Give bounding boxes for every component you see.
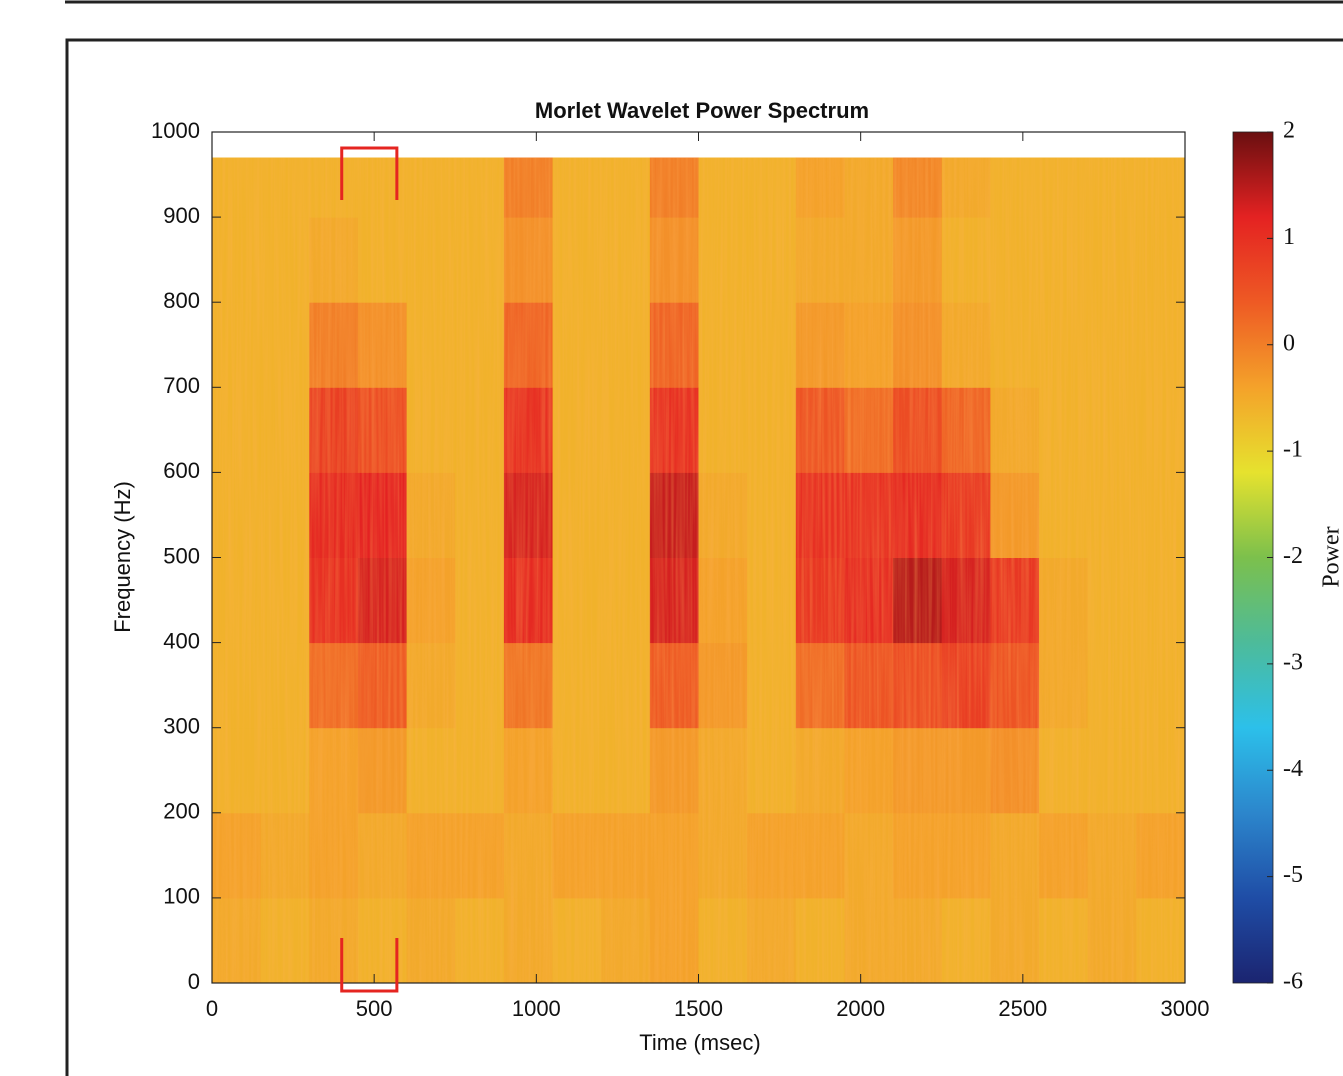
y-tick-label: 500	[163, 543, 200, 568]
chart-title: Morlet Wavelet Power Spectrum	[535, 98, 869, 123]
panel-frame	[65, 38, 1343, 1076]
y-tick-label: 600	[163, 458, 200, 483]
y-tick-label: 400	[163, 628, 200, 653]
y-tick-label: 700	[163, 373, 200, 398]
x-tick-label: 0	[206, 996, 218, 1021]
colorbar-tick-label: -2	[1283, 543, 1303, 569]
colorbar-tick-label: -6	[1283, 969, 1303, 995]
y-tick-label: 1000	[151, 118, 200, 143]
highlight-bracket	[340, 938, 399, 993]
texture	[212, 158, 1185, 983]
x-axis-label: Time (msec)	[639, 1030, 760, 1055]
x-tick-label: 1000	[512, 996, 561, 1021]
y-axis-label: Frequency (Hz)	[110, 481, 135, 633]
colorbar-tick-label: 0	[1283, 330, 1295, 356]
colorbar-tick-label: 1	[1283, 224, 1295, 250]
y-tick-label: 200	[163, 799, 200, 824]
y-tick-label: 900	[163, 203, 200, 228]
colorbar-tick-label: -4	[1283, 756, 1303, 782]
axes: 0 500 1000 1500 2000 2500 3000 0 100 200 300 400 500…	[151, 118, 1303, 1021]
colorbar-tick-label: -3	[1283, 649, 1303, 675]
x-tick-label: 1500	[674, 996, 723, 1021]
x-tick-label: 3000	[1161, 996, 1210, 1021]
x-tick-label: 500	[356, 996, 393, 1021]
y-tick-label: 0	[188, 969, 200, 994]
colorbar-tick-label: -5	[1283, 862, 1303, 888]
y-tick-label: 300	[163, 714, 200, 739]
colorbar	[1232, 131, 1274, 984]
x-tick-label: 2500	[998, 996, 1047, 1021]
colorbar-tick-label: -1	[1283, 437, 1303, 463]
y-tick-label: 800	[163, 288, 200, 313]
highlight-bracket	[340, 146, 399, 200]
x-tick-label: 2000	[836, 996, 885, 1021]
y-tick-label: 100	[163, 884, 200, 909]
colorbar-tick-label: 2	[1283, 118, 1295, 144]
colorbar-label: Power	[1319, 526, 1343, 587]
